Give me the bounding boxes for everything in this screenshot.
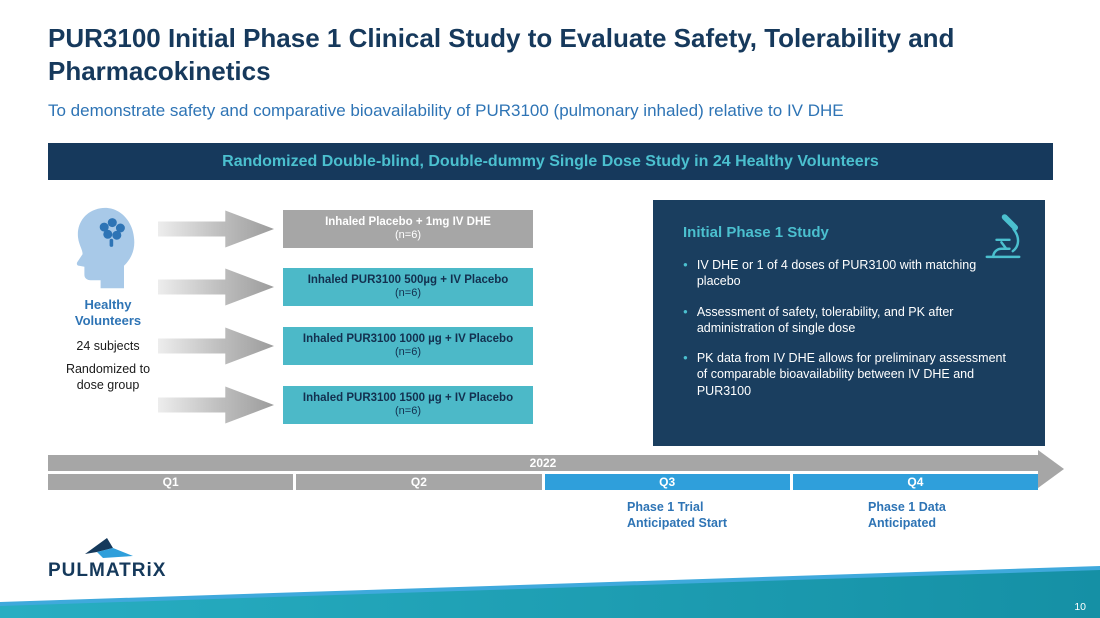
- slide-subtitle: To demonstrate safety and comparative bi…: [48, 101, 844, 120]
- panel-heading: Initial Phase 1 Study: [683, 224, 829, 241]
- flow-arrow-icon: [158, 327, 274, 365]
- timeline-arrowhead-icon: [1038, 450, 1064, 488]
- panel-bullet-list: IV DHE or 1 of 4 doses of PUR3100 with m…: [683, 257, 1015, 399]
- page-number: 10: [1074, 601, 1086, 613]
- head-brain-icon: [76, 207, 135, 289]
- study-panel: Initial Phase 1 Study IV DHE or 1 of 4 d…: [653, 200, 1045, 446]
- logo-mark-icon: [85, 538, 133, 558]
- milestone-q3: Phase 1 Trial Anticipated Start: [627, 500, 728, 531]
- bottom-ribbon: [0, 566, 1100, 618]
- arm-label: Inhaled PUR3100 1500 µg + IV Placebo: [302, 391, 514, 404]
- quarter-segment-q2: Q2: [296, 474, 542, 490]
- arm-box-placebo: Inhaled Placebo + 1mg IV DHE (n=6): [283, 210, 533, 248]
- timeline-year-bar: 2022: [48, 455, 1038, 471]
- cohort-subjects: 24 subjects: [76, 339, 140, 353]
- logo-text: PULMATRiX: [48, 560, 167, 581]
- flow-arrow-icon: [158, 210, 274, 248]
- quarter-segment-q1: Q1: [48, 474, 294, 490]
- arm-box-500: Inhaled PUR3100 500µg + IV Placebo (n=6): [283, 268, 533, 306]
- arm-n: (n=6): [395, 346, 421, 359]
- arm-label: Inhaled PUR3100 500µg + IV Placebo: [307, 273, 509, 286]
- panel-bullet: PK data from IV DHE allows for prelimina…: [683, 350, 1015, 399]
- panel-bullet: IV DHE or 1 of 4 doses of PUR3100 with m…: [683, 257, 1015, 290]
- arm-n: (n=6): [395, 405, 421, 418]
- quarter-segment-q3: Q3: [544, 474, 790, 490]
- study-banner-text: Randomized Double-blind, Double-dummy Si…: [222, 152, 879, 170]
- timeline-quarters: Q1 Q2 Q3 Q4: [48, 474, 1038, 490]
- arm-label: Inhaled Placebo + 1mg IV DHE: [325, 215, 491, 228]
- milestone-q4: Phase 1 Data Anticipated: [868, 500, 946, 531]
- arm-box-1500: Inhaled PUR3100 1500 µg + IV Placebo (n=…: [283, 386, 533, 424]
- arm-box-1000: Inhaled PUR3100 1000 µg + IV Placebo (n=…: [283, 327, 533, 365]
- pulmatrix-logo: PULMATRiX: [48, 538, 238, 588]
- panel-bullet: Assessment of safety, tolerability, and …: [683, 304, 1015, 337]
- quarter-segment-q4: Q4: [792, 474, 1038, 490]
- study-banner: Randomized Double-blind, Double-dummy Si…: [48, 143, 1053, 180]
- cohort-randomization: Randomized to dose group: [65, 362, 151, 393]
- slide-title: PUR3100 Initial Phase 1 Clinical Study t…: [48, 23, 955, 86]
- arm-n: (n=6): [395, 229, 421, 242]
- cohort-title: Healthy Volunteers: [74, 297, 142, 329]
- flow-arrow-icon: [158, 268, 274, 306]
- arm-n: (n=6): [395, 287, 421, 300]
- arm-label: Inhaled PUR3100 1000 µg + IV Placebo: [302, 332, 514, 345]
- microscope-icon: [985, 214, 1021, 259]
- flow-arrow-icon: [158, 386, 274, 424]
